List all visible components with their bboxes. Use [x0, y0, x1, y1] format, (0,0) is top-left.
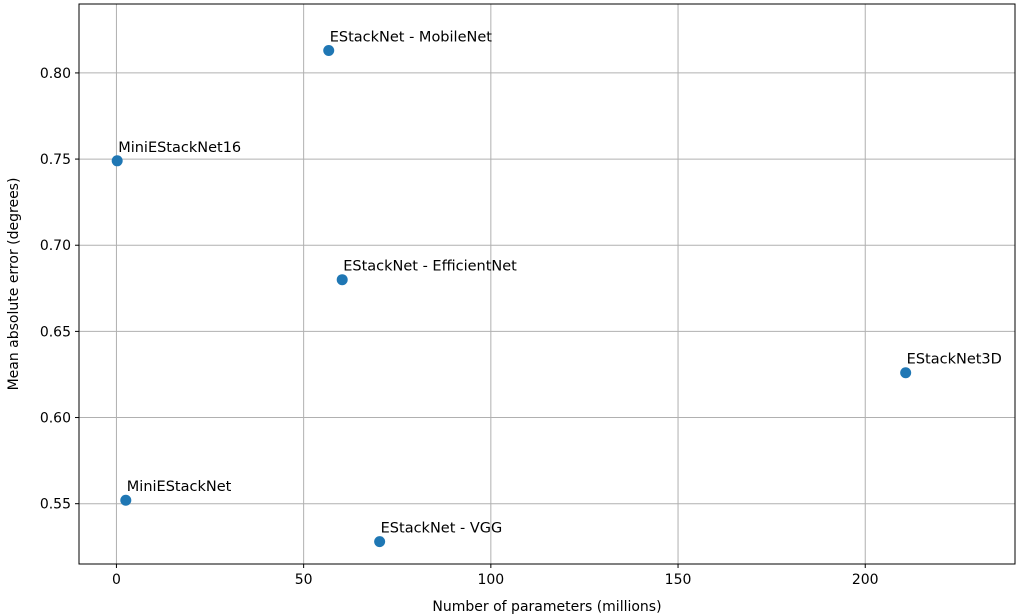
data-points: [111, 45, 912, 548]
x-tick-label: 200: [852, 572, 879, 588]
point-labels: EStackNet - MobileNet MiniEStackNet16 ESta…: [118, 30, 1002, 537]
point-label: MiniEStackNet: [127, 479, 232, 495]
axis-ticks: 0 50 100 150 200 0.55 0.60 0.65 0.70 0.75 0.80: [40, 66, 879, 588]
x-tick-label: 100: [477, 572, 504, 588]
point-label: EStackNet - EfficientNet: [343, 259, 517, 275]
y-tick-label: 0.70: [40, 238, 71, 254]
data-point: [111, 155, 123, 167]
data-point: [120, 494, 132, 506]
data-point: [336, 274, 348, 286]
data-point: [323, 45, 335, 57]
plot-area: [78, 3, 1016, 565]
x-tick-label: 150: [665, 572, 692, 588]
y-tick-label: 0.65: [40, 324, 71, 340]
x-tick-label: 0: [112, 572, 121, 588]
x-tick-label: 50: [295, 572, 313, 588]
y-tick-label: 0.55: [40, 497, 71, 513]
point-label: MiniEStackNet16: [118, 140, 241, 156]
point-label: EStackNet3D: [907, 352, 1002, 368]
x-axis-label: Number of parameters (millions): [432, 599, 661, 615]
y-tick-label: 0.80: [40, 66, 71, 82]
data-point: [900, 367, 912, 379]
point-label: EStackNet - VGG: [381, 521, 503, 537]
y-tick-label: 0.75: [40, 152, 71, 168]
y-axis-label: Mean absolute error (degrees): [6, 178, 22, 391]
grid: [79, 4, 1015, 564]
point-label: EStackNet - MobileNet: [330, 30, 493, 46]
y-tick-label: 0.60: [40, 411, 71, 427]
data-point: [374, 536, 386, 548]
